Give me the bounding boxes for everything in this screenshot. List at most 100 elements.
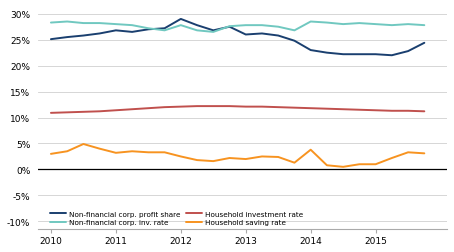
Household saving rate [48,153,54,156]
Non-financial corp. inv. rate [259,24,265,27]
Household investment rate [146,107,151,110]
Household investment rate [64,111,70,114]
Household saving rate [194,159,200,162]
Non-financial corp. inv. rate [340,23,346,26]
Non-financial corp. profit share [357,53,362,56]
Non-financial corp. profit share [259,33,265,36]
Non-financial corp. profit share [276,35,281,38]
Household investment rate [308,107,313,110]
Household investment rate [405,110,411,113]
Household investment rate [129,108,135,111]
Non-financial corp. profit share [422,42,427,45]
Non-financial corp. inv. rate [194,30,200,33]
Household investment rate [422,110,427,113]
Household investment rate [81,111,86,114]
Household saving rate [64,150,70,153]
Household investment rate [162,106,168,109]
Non-financial corp. inv. rate [389,24,395,27]
Household saving rate [308,149,313,152]
Non-financial corp. profit share [178,18,183,21]
Household saving rate [373,163,378,166]
Non-financial corp. profit share [389,54,395,57]
Household saving rate [292,162,297,165]
Household saving rate [243,158,248,161]
Household investment rate [373,109,378,112]
Non-financial corp. profit share [146,29,151,32]
Non-financial corp. inv. rate [357,22,362,25]
Household investment rate [389,110,395,113]
Line: Non-financial corp. inv. rate: Non-financial corp. inv. rate [51,22,424,33]
Non-financial corp. profit share [211,30,216,33]
Non-financial corp. inv. rate [227,25,232,28]
Household saving rate [129,150,135,153]
Non-financial corp. profit share [405,50,411,53]
Household investment rate [324,108,330,111]
Non-financial corp. profit share [48,39,54,42]
Household investment rate [97,110,102,113]
Non-financial corp. inv. rate [113,23,118,26]
Household saving rate [259,155,265,158]
Non-financial corp. inv. rate [48,22,54,25]
Non-financial corp. inv. rate [81,22,86,25]
Household saving rate [162,151,168,154]
Non-financial corp. inv. rate [211,31,216,34]
Household investment rate [243,106,248,109]
Non-financial corp. profit share [64,37,70,40]
Household saving rate [357,163,362,166]
Household saving rate [113,152,118,155]
Non-financial corp. profit share [227,26,232,29]
Non-financial corp. profit share [194,24,200,27]
Non-financial corp. profit share [243,34,248,37]
Household saving rate [178,155,183,158]
Household investment rate [259,106,265,109]
Household saving rate [405,151,411,154]
Non-financial corp. profit share [162,28,168,31]
Household saving rate [81,143,86,146]
Non-financial corp. profit share [97,33,102,36]
Non-financial corp. inv. rate [243,24,248,27]
Household investment rate [211,105,216,108]
Household investment rate [276,106,281,109]
Non-financial corp. profit share [113,30,118,33]
Line: Household investment rate: Household investment rate [51,107,424,113]
Legend: Non-financial corp. profit share, Non-financial corp. inv. rate, Household inves: Non-financial corp. profit share, Non-fi… [50,211,303,226]
Household investment rate [113,109,118,112]
Household saving rate [422,152,427,155]
Non-financial corp. inv. rate [292,30,297,33]
Non-financial corp. inv. rate [422,24,427,27]
Household saving rate [211,160,216,163]
Non-financial corp. inv. rate [178,24,183,27]
Household investment rate [340,108,346,111]
Household saving rate [276,156,281,159]
Non-financial corp. profit share [373,53,378,56]
Household saving rate [340,166,346,169]
Non-financial corp. profit share [81,35,86,38]
Household saving rate [97,148,102,151]
Non-financial corp. inv. rate [373,23,378,26]
Household investment rate [357,109,362,112]
Non-financial corp. inv. rate [276,26,281,29]
Non-financial corp. inv. rate [64,21,70,24]
Non-financial corp. inv. rate [146,28,151,31]
Non-financial corp. profit share [308,49,313,52]
Non-financial corp. inv. rate [162,30,168,33]
Line: Non-financial corp. profit share: Non-financial corp. profit share [51,20,424,56]
Non-financial corp. profit share [324,52,330,55]
Non-financial corp. profit share [292,40,297,43]
Household saving rate [324,164,330,167]
Non-financial corp. profit share [340,53,346,56]
Non-financial corp. inv. rate [324,22,330,25]
Household saving rate [389,157,395,160]
Line: Household saving rate: Household saving rate [51,144,424,167]
Household saving rate [227,157,232,160]
Household investment rate [48,112,54,115]
Non-financial corp. inv. rate [405,23,411,26]
Household saving rate [146,151,151,154]
Non-financial corp. inv. rate [308,21,313,24]
Household investment rate [194,105,200,108]
Non-financial corp. inv. rate [97,22,102,25]
Household investment rate [178,106,183,109]
Non-financial corp. profit share [129,31,135,34]
Household investment rate [292,107,297,110]
Household investment rate [227,105,232,108]
